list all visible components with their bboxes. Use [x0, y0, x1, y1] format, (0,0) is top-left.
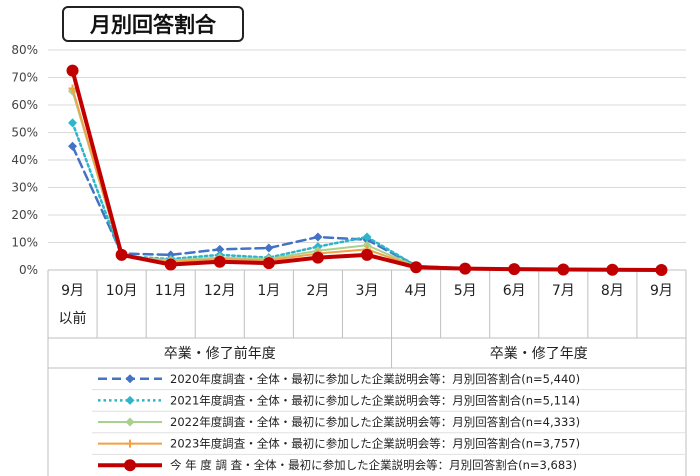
x-tick-label: 9月: [650, 283, 673, 299]
y-tick-label: 20%: [11, 208, 38, 222]
legend-entry: 2021年度調査・全体・最初に参加した企業説明会等：月別回答割合(n=5,114…: [170, 393, 580, 407]
data-point: [262, 257, 275, 270]
data-point: [115, 248, 128, 261]
x-tick-label: 9月: [61, 283, 84, 299]
data-point: [362, 240, 372, 250]
data-point: [313, 232, 323, 242]
period-label: 卒業・修了年度: [490, 346, 588, 362]
x-tick-label: 10月: [106, 283, 138, 299]
y-tick-label: 50%: [11, 126, 38, 140]
legend-entry: 2020年度調査・全体・最初に参加した企業説明会等：月別回答割合(n=5,440…: [170, 372, 580, 386]
x-tick-label: 3月: [356, 283, 379, 299]
data-point: [361, 248, 373, 261]
legend-entry: 2023年度調査・全体・最初に参加した企業説明会等：月別回答割合(n=3,757…: [170, 437, 580, 451]
data-point: [508, 263, 521, 276]
data-point: [164, 258, 177, 271]
data-point: [125, 395, 135, 405]
y-tick-label: 40%: [11, 153, 38, 167]
data-point: [311, 251, 324, 264]
y-tick-label: 60%: [11, 98, 38, 112]
x-tick-label: 6月: [503, 283, 526, 299]
data-point: [126, 439, 134, 448]
x-tick-label: 2月: [306, 283, 329, 299]
legend-entry: 2022年度調査・全体・最初に参加した企業説明会等：月別回答割合(n=4,333…: [170, 415, 580, 429]
x-tick-label: 7月: [552, 283, 575, 299]
y-tick-label: 10%: [11, 236, 38, 250]
data-point: [606, 263, 619, 276]
y-tick-label: 30%: [11, 181, 38, 195]
data-point: [68, 118, 78, 128]
y-tick-label: 0%: [19, 263, 38, 277]
period-label: 卒業・修了前年度: [164, 345, 276, 362]
x-tick-label: 8月: [601, 283, 624, 299]
x-tick-label: 5月: [454, 283, 477, 299]
data-point: [66, 64, 79, 77]
data-point: [125, 417, 135, 427]
x-tick-label: 12月: [204, 283, 236, 299]
data-point: [213, 255, 226, 268]
data-point: [557, 263, 570, 276]
data-point: [125, 374, 135, 384]
data-point: [68, 84, 77, 93]
data-point: [264, 243, 274, 253]
data-point: [215, 244, 225, 254]
x-tick-label: 11月: [155, 283, 187, 299]
legend-entry: 今 年 度 調 査・全体・最初に参加した企業説明会等：月別回答割合(n=3,68…: [170, 458, 577, 472]
chart-title: 月別回答割合: [62, 6, 244, 42]
x-tick-label: 以前: [59, 310, 87, 327]
y-tick-label: 80%: [11, 43, 38, 57]
x-tick-label: 4月: [405, 283, 428, 299]
data-point: [410, 261, 423, 274]
data-point: [655, 264, 668, 276]
data-point: [68, 141, 78, 151]
data-point: [362, 232, 372, 242]
x-tick-label: 1月: [257, 283, 280, 299]
data-point: [124, 459, 136, 472]
y-tick-label: 70%: [11, 71, 38, 85]
data-point: [459, 262, 472, 275]
